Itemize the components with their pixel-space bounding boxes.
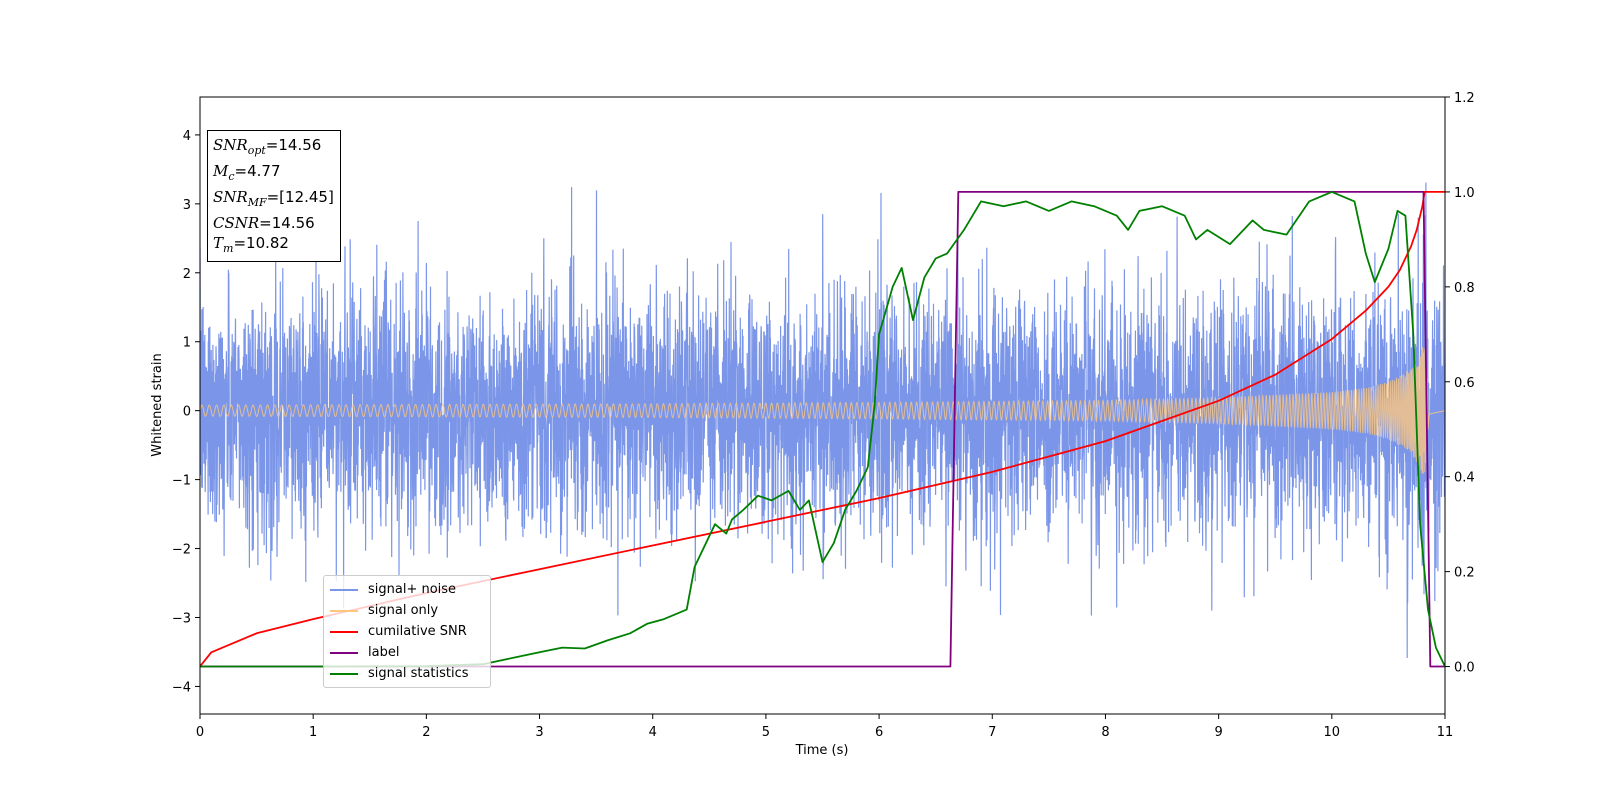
legend-label: signal statistics: [368, 666, 469, 681]
legend-swatch: [330, 609, 358, 612]
snr-opt-value: =14.56: [265, 136, 322, 154]
x-tick-label: 7: [988, 725, 996, 740]
csnr-row: CSNR=14.56: [213, 214, 315, 232]
y-axis-label: Whitened strain: [150, 353, 165, 456]
y-tick-label: 2: [183, 267, 191, 282]
y2-tick-label: 1.2: [1454, 91, 1475, 106]
csnr-value: =14.56: [259, 214, 315, 232]
legend-swatch: [330, 651, 358, 654]
legend-swatch: [330, 588, 358, 591]
snr-opt-row: SNRopt=14.56: [213, 136, 322, 157]
x-tick-label: 1: [309, 725, 317, 740]
snr-mf-row: SNRMF=[12.45]: [213, 188, 334, 209]
x-axis-label: Time (s): [795, 743, 849, 758]
legend-label: label: [368, 645, 400, 660]
y-tick-label: 0: [183, 405, 191, 420]
y-tick-label: 4: [183, 129, 191, 144]
y-tick-label: −2: [172, 543, 191, 558]
legend: signal+ noise signal only cumilative SNR…: [323, 575, 491, 688]
legend-entry-signal-noise: signal+ noise: [330, 579, 484, 600]
tm-row: Tm=10.82: [213, 234, 289, 255]
legend-entry-signal-statistics: signal statistics: [330, 663, 484, 684]
axes: 0 1 2 3 4 5 6 7 8 9 10 11 −4 −3 −2 −1 0 1 2 3 4 0.0 0.2 0.4 0.6 0…: [172, 91, 1475, 740]
x-tick-label: 3: [535, 725, 543, 740]
legend-label: signal+ noise: [368, 582, 457, 597]
y-tick-label: 1: [183, 336, 191, 351]
y2-tick-label: 0.2: [1454, 566, 1475, 581]
x-tick-label: 4: [649, 725, 657, 740]
legend-entry-cumulative-snr: cumilative SNR: [330, 621, 484, 642]
y2-tick-label: 0.0: [1454, 661, 1475, 676]
legend-label: cumilative SNR: [368, 624, 467, 639]
y-tick-label: −1: [172, 474, 191, 489]
snr-mf-value: =[12.45]: [266, 188, 334, 206]
legend-swatch: [330, 672, 358, 675]
y2-tick-label: 0.6: [1454, 376, 1475, 391]
legend-entry-signal-only: signal only: [330, 600, 484, 621]
legend-swatch: [330, 630, 358, 633]
y-tick-label: −4: [172, 680, 191, 695]
y2-tick-label: 1.0: [1454, 186, 1475, 201]
x-tick-label: 9: [1214, 725, 1222, 740]
y-tick-label: 3: [183, 198, 191, 213]
x-tick-label: 6: [875, 725, 883, 740]
x-tick-label: 8: [1101, 725, 1109, 740]
series-label: [200, 191, 1445, 668]
snr-info-box: SNRopt=14.56 Mc=4.77 SNRMF=[12.45] CSNR=…: [207, 130, 341, 262]
x-tick-label: 2: [422, 725, 430, 740]
plot-frame: [199, 96, 1446, 715]
series-signal-only: [200, 347, 1445, 474]
mc-row: Mc=4.77: [213, 162, 281, 183]
x-tick-label: 11: [1437, 725, 1454, 740]
x-tick-label: 10: [1324, 725, 1341, 740]
x-tick-label: 5: [762, 725, 770, 740]
mc-value: =4.77: [234, 162, 281, 180]
legend-entry-label: label: [330, 642, 484, 663]
tm-value: =10.82: [233, 234, 289, 252]
y-tick-label: −3: [172, 611, 191, 626]
y2-tick-label: 0.4: [1454, 471, 1475, 486]
x-tick-label: 0: [196, 725, 204, 740]
series-signal-statistics: [200, 191, 1445, 668]
legend-label: signal only: [368, 603, 439, 618]
y2-tick-label: 0.8: [1454, 281, 1475, 296]
